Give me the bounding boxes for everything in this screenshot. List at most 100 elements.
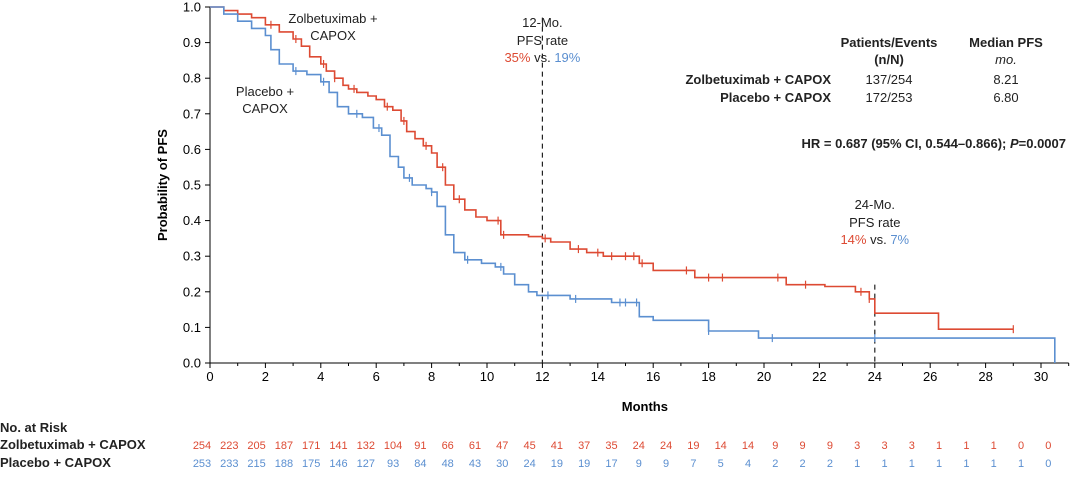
- at-risk-value: 223: [220, 440, 238, 452]
- at-risk-value: 253: [193, 458, 211, 470]
- y-tick-label: 0.2: [183, 284, 201, 299]
- x-tick-label: 22: [812, 369, 826, 384]
- at-risk-value: 9: [663, 458, 669, 470]
- at-risk-value: 1: [1018, 458, 1024, 470]
- mo12-rates: 35% vs. 19%: [504, 50, 580, 65]
- x-tick-label: 20: [757, 369, 771, 384]
- at-risk-value: 24: [523, 458, 535, 470]
- at-risk-value: 24: [633, 440, 645, 452]
- km-curve-zolbetuximab: [210, 6, 1014, 330]
- at-risk-value: 1: [991, 440, 997, 452]
- at-risk-value: 0: [1018, 440, 1024, 452]
- at-risk-value: 2: [800, 458, 806, 470]
- at-risk-value: 233: [220, 458, 238, 470]
- y-tick-label: 0.3: [183, 249, 201, 264]
- table-row-events: 137/254: [866, 72, 913, 87]
- at-risk-value: 0: [1045, 440, 1051, 452]
- hazard-ratio-text: HR = 0.687 (95% CI, 0.544–0.866); P=0.00…: [801, 136, 1066, 151]
- table-row-median: 8.21: [993, 72, 1018, 87]
- table-row-median: 6.80: [993, 90, 1018, 105]
- at-risk-value: 1: [963, 440, 969, 452]
- at-risk-value: 45: [523, 440, 535, 452]
- table-header-events: Patients/Events: [841, 35, 938, 50]
- x-tick-label: 18: [701, 369, 715, 384]
- at-risk-value: 91: [414, 440, 426, 452]
- at-risk-value: 14: [742, 440, 754, 452]
- at-risk-value: 61: [469, 440, 481, 452]
- table-row-name: Placebo + CAPOX: [720, 90, 831, 105]
- at-risk-row-name: Zolbetuximab + CAPOX: [0, 437, 146, 452]
- at-risk-value: 141: [329, 440, 347, 452]
- at-risk-value: 24: [660, 440, 672, 452]
- table-header-median-unit: mo.: [995, 52, 1017, 67]
- at-risk-value: 17: [605, 458, 617, 470]
- x-tick-label: 8: [428, 369, 435, 384]
- at-risk-value: 132: [357, 440, 375, 452]
- table-row-name: Zolbetuximab + CAPOX: [685, 72, 831, 87]
- at-risk-value: 35: [605, 440, 617, 452]
- at-risk-value: 7: [690, 458, 696, 470]
- y-axis-title: Probability of PFS: [155, 129, 170, 241]
- at-risk-value: 19: [687, 440, 699, 452]
- at-risk-value: 3: [909, 440, 915, 452]
- at-risk-value: 171: [302, 440, 320, 452]
- at-risk-value: 3: [881, 440, 887, 452]
- at-risk-value: 43: [469, 458, 481, 470]
- y-tick-label: 0.5: [183, 178, 201, 193]
- at-risk-row-name: Placebo + CAPOX: [0, 455, 111, 470]
- at-risk-value: 2: [772, 458, 778, 470]
- at-risk-value: 1: [881, 458, 887, 470]
- placebo-curve-label-line2: CAPOX: [242, 101, 288, 116]
- at-risk-value: 47: [496, 440, 508, 452]
- x-tick-label: 14: [591, 369, 605, 384]
- at-risk-value: 127: [357, 458, 375, 470]
- y-tick-label: 0.1: [183, 320, 201, 335]
- mo12-title-line2: PFS rate: [517, 33, 568, 48]
- x-tick-label: 16: [646, 369, 660, 384]
- at-risk-value: 9: [827, 440, 833, 452]
- mo24-rates: 14% vs. 7%: [840, 232, 909, 247]
- at-risk-value: 30: [496, 458, 508, 470]
- at-risk-value: 187: [275, 440, 293, 452]
- x-tick-label: 4: [317, 369, 324, 384]
- table-row-events: 172/253: [866, 90, 913, 105]
- at-risk-value: 41: [551, 440, 563, 452]
- x-tick-label: 2: [262, 369, 269, 384]
- mo24-title-line1: 24-Mo.: [855, 197, 895, 212]
- table-header-median: Median PFS: [969, 35, 1043, 50]
- at-risk-value: 1: [936, 458, 942, 470]
- at-risk-value: 5: [718, 458, 724, 470]
- at-risk-value: 1: [909, 458, 915, 470]
- at-risk-value: 188: [275, 458, 293, 470]
- y-tick-label: 0.9: [183, 35, 201, 50]
- at-risk-value: 175: [302, 458, 320, 470]
- at-risk-value: 9: [800, 440, 806, 452]
- at-risk-value: 48: [442, 458, 454, 470]
- at-risk-value: 66: [442, 440, 454, 452]
- x-tick-label: 0: [206, 369, 213, 384]
- at-risk-value: 215: [247, 458, 265, 470]
- x-tick-label: 10: [480, 369, 494, 384]
- km-curve-placebo: [210, 6, 1056, 363]
- y-tick-label: 0.4: [183, 213, 201, 228]
- mo12-title-line1: 12-Mo.: [522, 15, 562, 30]
- y-tick-label: 0.8: [183, 71, 201, 86]
- y-tick-label: 1.0: [183, 0, 201, 15]
- at-risk-value: 14: [715, 440, 727, 452]
- mo24-title-line2: PFS rate: [849, 215, 900, 230]
- x-tick-label: 12: [535, 369, 549, 384]
- at-risk-value: 93: [387, 458, 399, 470]
- at-risk-value: 146: [329, 458, 347, 470]
- x-tick-label: 26: [923, 369, 937, 384]
- x-tick-label: 28: [978, 369, 992, 384]
- table-header-events-unit: (n/N): [874, 52, 904, 67]
- x-tick-label: 6: [373, 369, 380, 384]
- at-risk-value: 19: [551, 458, 563, 470]
- at-risk-value: 37: [578, 440, 590, 452]
- x-tick-label: 24: [868, 369, 882, 384]
- at-risk-value: 19: [578, 458, 590, 470]
- at-risk-value: 9: [772, 440, 778, 452]
- at-risk-value: 1: [963, 458, 969, 470]
